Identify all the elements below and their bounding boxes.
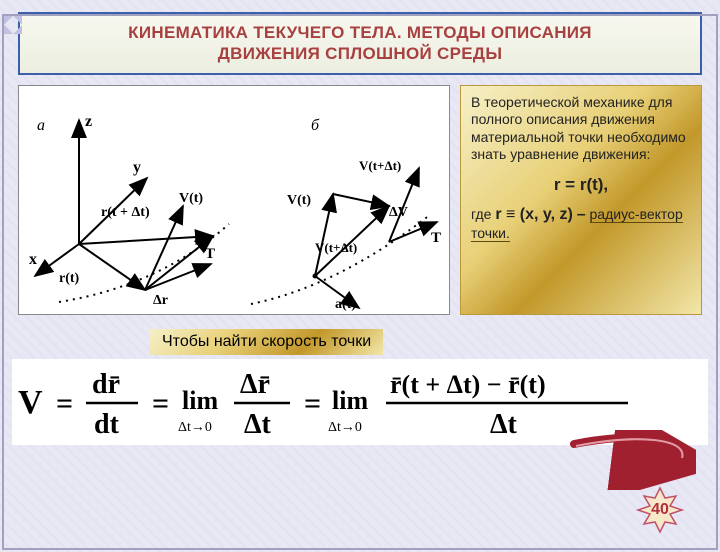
svg-text:Δt: Δt: [244, 409, 272, 440]
svg-text:=: =: [152, 387, 169, 420]
page-number: 40: [651, 501, 669, 519]
svg-text:V(t): V(t): [179, 191, 203, 206]
svg-text:y: y: [133, 159, 141, 176]
svg-text:r̄(t + Δt) − r̄(t): r̄(t + Δt) − r̄(t): [390, 370, 546, 399]
svg-text:Δt→0: Δt→0: [178, 420, 212, 435]
svg-text:r(t): r(t): [59, 271, 80, 286]
svg-text:lim: lim: [182, 386, 218, 415]
svg-text:Δt→0: Δt→0: [328, 420, 362, 435]
svg-text:dt: dt: [94, 409, 120, 440]
svg-text:Δt: Δt: [490, 409, 518, 440]
svg-text:=: =: [304, 387, 321, 420]
svg-text:V(t+Δt): V(t+Δt): [359, 158, 401, 173]
label-a: а: [37, 117, 45, 134]
svg-text:x: x: [29, 251, 37, 268]
svg-text:V(t): V(t): [287, 193, 311, 208]
svg-text:T: T: [431, 230, 441, 246]
svg-text:Δr̄: Δr̄: [240, 369, 270, 400]
svg-text:T: T: [205, 246, 215, 262]
kinematics-diagram: а z x y r(t) r(t + Δt) Δr T V(t): [18, 85, 450, 315]
svg-text:r(t + Δt): r(t + Δt): [101, 205, 150, 220]
svg-text:=: =: [56, 387, 73, 420]
svg-text:lim: lim: [332, 386, 368, 415]
svg-text:dr̄: dr̄: [92, 369, 120, 400]
page-number-badge: 40: [636, 486, 684, 534]
svg-text:z: z: [85, 113, 92, 130]
swirl-arrow-icon: [566, 430, 696, 490]
svg-text:V: V: [18, 384, 43, 421]
svg-text:Δr: Δr: [153, 293, 168, 308]
svg-text:V(t+Δt): V(t+Δt): [315, 240, 357, 255]
svg-text:a(t): a(t): [335, 297, 356, 312]
label-b: б: [311, 117, 320, 134]
